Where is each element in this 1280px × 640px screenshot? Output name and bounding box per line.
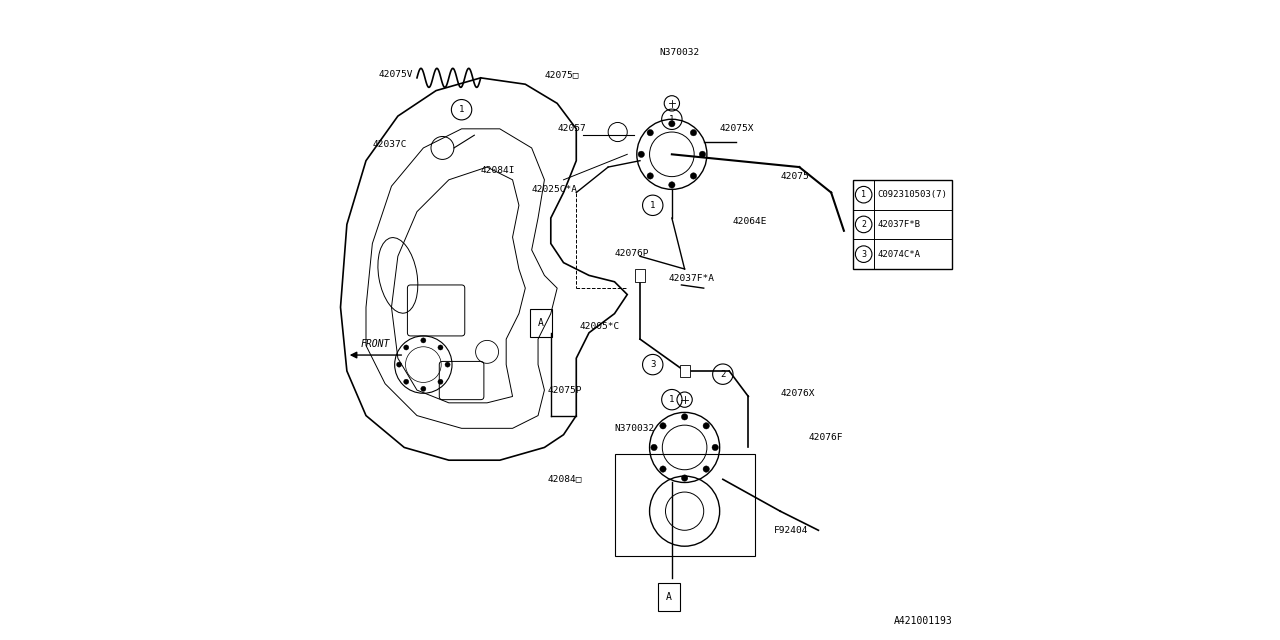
- Text: 3: 3: [861, 250, 867, 259]
- Circle shape: [639, 151, 644, 157]
- Text: 42005*C: 42005*C: [580, 322, 620, 331]
- Text: C092310503(7): C092310503(7): [878, 190, 947, 199]
- Text: A: A: [539, 318, 544, 328]
- Circle shape: [648, 173, 653, 179]
- Circle shape: [681, 413, 687, 420]
- Circle shape: [690, 173, 696, 179]
- Text: 42076F: 42076F: [809, 433, 844, 442]
- Circle shape: [648, 129, 653, 136]
- Text: 3: 3: [650, 360, 655, 369]
- Circle shape: [403, 345, 408, 350]
- Text: 1: 1: [861, 190, 867, 199]
- Circle shape: [699, 151, 705, 157]
- Text: 42075□: 42075□: [544, 70, 579, 79]
- Text: FRONT: FRONT: [361, 339, 390, 349]
- Text: 42076X: 42076X: [781, 388, 814, 398]
- Circle shape: [403, 379, 408, 384]
- Text: 42057: 42057: [557, 124, 586, 133]
- Text: 42084□: 42084□: [548, 475, 582, 484]
- Circle shape: [690, 129, 696, 136]
- Bar: [635, 269, 645, 282]
- Circle shape: [438, 379, 443, 384]
- Text: 42084I: 42084I: [481, 166, 515, 175]
- Text: A: A: [666, 592, 672, 602]
- Bar: [614, 454, 755, 556]
- Circle shape: [397, 362, 402, 367]
- Circle shape: [659, 466, 666, 472]
- Circle shape: [421, 338, 426, 343]
- Circle shape: [668, 182, 675, 188]
- Circle shape: [668, 120, 675, 127]
- Text: 42075: 42075: [781, 172, 809, 181]
- Circle shape: [659, 422, 666, 429]
- Text: 1: 1: [669, 115, 675, 124]
- Circle shape: [712, 444, 718, 451]
- Text: 1: 1: [669, 395, 675, 404]
- Text: 42025C*A: 42025C*A: [531, 185, 577, 194]
- Circle shape: [421, 387, 426, 392]
- Text: 42074C*A: 42074C*A: [878, 250, 920, 259]
- Circle shape: [445, 362, 451, 367]
- Text: 42037F*B: 42037F*B: [878, 220, 920, 229]
- Text: 42064E: 42064E: [732, 217, 767, 226]
- Text: N370032: N370032: [659, 48, 699, 57]
- Circle shape: [438, 345, 443, 350]
- Circle shape: [650, 444, 657, 451]
- Text: N370032: N370032: [614, 424, 655, 433]
- Text: A421001193: A421001193: [893, 616, 952, 626]
- Text: 42075P: 42075P: [548, 385, 582, 395]
- Text: 2: 2: [721, 370, 726, 379]
- Text: 42037C: 42037C: [372, 140, 407, 149]
- Text: 42075V: 42075V: [379, 70, 413, 79]
- Bar: [854, 180, 952, 269]
- Circle shape: [703, 466, 709, 472]
- Text: 42037F*A: 42037F*A: [668, 274, 714, 283]
- Text: 1: 1: [460, 105, 465, 114]
- Text: F92404: F92404: [774, 526, 808, 535]
- Text: 2: 2: [861, 220, 867, 229]
- Text: 1: 1: [650, 201, 655, 210]
- Circle shape: [703, 422, 709, 429]
- Text: 42075X: 42075X: [719, 124, 754, 133]
- Text: 42076P: 42076P: [614, 248, 649, 257]
- Circle shape: [681, 475, 687, 481]
- Bar: [680, 365, 690, 378]
